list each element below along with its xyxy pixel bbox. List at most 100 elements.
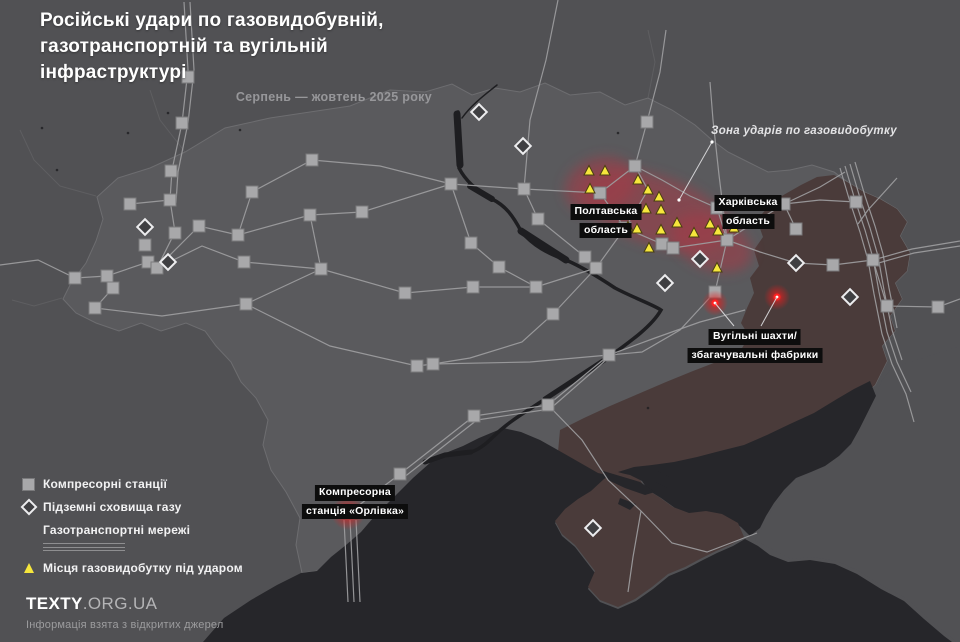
compressor-station-marker [517,182,531,196]
compressor-station-marker [305,153,319,167]
compressor-station-marker [426,357,440,371]
source-note: Інформація взята з відкритих джерел [26,619,224,631]
compressor-station-marker [593,186,607,200]
compressor-station-marker [531,212,545,226]
compressor-station-marker [444,177,458,191]
compressor-station-marker [931,300,945,314]
strike-zone-annotation: Зона ударів по газовидобутку [711,125,897,137]
compressor-station-marker [163,193,177,207]
leader-line [678,141,713,201]
compressor-station-marker [849,195,863,209]
crimea-occupied [555,472,744,607]
compressor-station-marker [410,359,424,373]
compressor-station-marker [245,185,259,199]
gas-site-strike-marker [640,202,652,214]
compressor-station-marker [529,280,543,294]
compressor-station-marker [720,233,734,247]
minor-water-mark [238,128,242,132]
gas-storage-marker [513,136,533,156]
minor-water-mark [616,131,620,135]
area-label-line: Полтавська [570,204,642,220]
compressor-station-marker [826,258,840,272]
gas-pipeline [343,519,349,603]
gas-pipeline [245,303,610,367]
gas-pipeline [355,519,361,603]
compressor-station-marker [355,205,369,219]
gas-site-strike-marker [653,190,665,202]
gas-site-strike-marker [711,261,723,273]
brand-logo: TEXTY.ORG.UA [26,594,223,614]
compressor-station-icon [20,477,37,491]
area-label-line: станція «Орлівка» [301,503,409,520]
legend-label: Підземні сховища газу [43,500,182,514]
gas-site-strike-marker [671,216,683,228]
gas-pipeline [608,309,746,356]
gas-site-strike-marker [688,226,700,238]
gas-pipeline [854,161,898,329]
gas-pipeline [627,510,642,593]
gas-pipeline [608,239,728,356]
gas-pipeline [237,183,452,236]
area-label-line: Компресорна [315,485,395,501]
gas-storage-marker [690,249,710,269]
area-label-line: збагачувальні фабрики [687,347,823,364]
gas-pipeline [783,199,857,205]
gas-storage-marker [583,518,603,538]
gas-pipeline [872,259,960,308]
page-subtitle: Серпень — жовтень 2025 року [235,89,432,104]
gas-pipeline [156,245,322,270]
gas-site-strike-marker [655,203,667,215]
gas-pipeline [129,199,171,205]
minor-water-mark [166,111,170,115]
gas-site-strike-marker [599,164,611,176]
minor-water-mark [40,126,44,130]
compressor-station-marker [239,297,253,311]
russia-land [755,346,960,642]
gas-storage-marker [158,252,178,272]
leader-line [714,302,735,327]
compressor-station-marker [464,236,478,250]
compressor-station-marker [640,115,654,129]
legend-label: Компресорні станції [43,477,168,491]
compressor-station-marker [467,409,481,423]
gas-site-strike-marker [704,217,716,229]
gas-site-strike-marker [584,182,596,194]
compressor-station-marker [880,299,894,313]
gas-storage-icon [20,498,37,516]
leader-lines-layer [677,140,778,327]
gas-site-strike-marker [642,183,654,195]
minor-water-mark [126,131,130,135]
compressor-station-marker [578,250,592,264]
compressor-station-marker [866,253,880,267]
compressor-station-marker [789,222,803,236]
compressor-station-marker [181,70,195,84]
legend-item-strike-sites: Місця газовидобутку під ударом [20,561,243,575]
gas-site-strike-marker [655,223,667,235]
compressor-station-marker [164,164,178,178]
compressor-station-marker [123,197,137,211]
legend-label: Місця газовидобутку під ударом [43,561,243,575]
markers-layer [68,70,945,538]
header: Російські удари по газовидобувній, газот… [40,8,432,104]
area-label-line: область [580,222,632,239]
legend-item-gas-storage: Підземні сховища газу [20,498,243,516]
area-label-line: область [721,213,774,230]
compressor-station-marker [398,286,412,300]
gas-pipeline [874,245,960,265]
gas-storage-marker [655,273,675,293]
legend-item-gas-networks: Газотранспортні мережі [20,523,243,537]
compressor-station-marker [628,159,642,173]
gas-pipeline [450,183,537,288]
compressor-station-marker [88,301,102,315]
minor-water-mark [646,406,650,410]
compressor-station-marker [666,241,680,255]
gas-pipeline [309,214,322,270]
gas-storage-marker [469,102,489,122]
area-label-line: Вугільні шахти/ [709,329,801,345]
gas-site-strike-marker [583,164,595,176]
gas-pipeline [839,167,915,423]
pipeline-lines-icon [43,543,125,551]
compressor-station-marker [106,281,120,295]
occupied-territory [558,175,910,478]
